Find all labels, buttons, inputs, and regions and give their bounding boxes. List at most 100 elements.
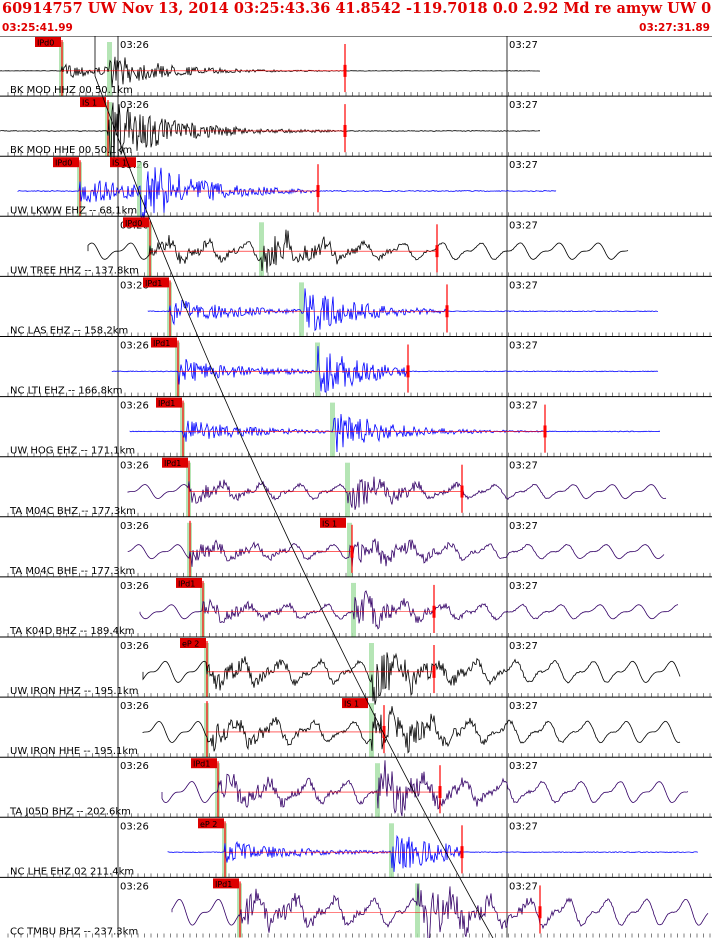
s-pick-band: [369, 703, 374, 758]
station-label: UW IRON HHE -- 195.1km: [10, 746, 138, 757]
time-tick-label: 03:26: [120, 100, 149, 111]
trace-row: 03:26 03:27 IPd0 BK MOD HHZ 00 50.1km: [0, 36, 712, 97]
p-pick-label: IPd1: [153, 339, 170, 348]
p-pick-tag: [162, 457, 188, 468]
coda-end-blob: [382, 725, 386, 738]
coda-end-blob: [460, 846, 464, 859]
time-tick-label: 03:26: [120, 341, 149, 352]
coda-end-blob: [316, 185, 320, 198]
s-pick-band: [351, 582, 356, 637]
time-tick-label: 03:26: [120, 280, 149, 291]
coda-end-blob: [432, 665, 436, 678]
time-tick-label: 03:26: [120, 881, 149, 892]
trace-row: 03:26 03:27 IS 1 UW IRON HHE -- 195.1km: [0, 696, 712, 758]
p-pick-label: eP 2: [200, 820, 217, 829]
p-pick-label: IPd1: [215, 880, 232, 889]
station-label: NC LAS EHZ -- 158.2km: [10, 326, 128, 337]
coda-end-blob: [460, 485, 464, 498]
time-tick-label: 03:27: [509, 461, 538, 472]
station-label: UW TREE HHZ -- 137.8km: [10, 265, 139, 276]
coda-end-blob: [343, 64, 347, 77]
p-pick-tag: [180, 638, 206, 648]
time-tick-label: 03:26: [120, 40, 149, 51]
waveform-trace: [17, 167, 557, 222]
s-pick-band: [137, 162, 142, 217]
time-tick-label: 03:26: [120, 821, 149, 832]
waveform-trace: [171, 883, 709, 938]
s-pick-tag: [342, 698, 368, 709]
coda-end-blob: [343, 124, 347, 137]
trace-row: 03:26 03:27 IPd1 NC LAS EHZ -- 158.2km: [0, 275, 712, 337]
p-pick-label: IPd0: [125, 219, 142, 228]
s-pick-band: [299, 282, 304, 337]
p-pick-tag: [143, 277, 169, 288]
time-tick-label: 03:26: [120, 401, 149, 412]
station-label: TA M04C BHZ -- 177.3km: [9, 506, 136, 517]
trace-row: 03:26 03:27 IPd1 CC TMBU BHZ -- 237.3km: [0, 876, 712, 938]
p-pick-label: IPd1: [178, 579, 195, 588]
coda-end-blob: [406, 365, 410, 378]
s-pick-band: [415, 883, 420, 938]
trace-row: 03:26 03:27 IPd1 TA K04D BHZ -- 189.4km: [0, 576, 712, 637]
p-pick-tag: [156, 397, 182, 408]
p-pick-label: IPd1: [164, 459, 181, 468]
station-label: BK MOD HHE 00 50.1km: [10, 145, 132, 156]
s-pick-band: [259, 222, 264, 277]
trace-row: 03:26 03:27 IPd1 UW HOG EHZ -- 171.1km: [0, 396, 712, 457]
s-pick-band: [375, 763, 380, 818]
time-tick-label: 03:27: [509, 160, 538, 171]
time-tick-label: 03:27: [509, 701, 538, 712]
station-label: TA J05D BHZ -- 202.6km: [9, 806, 131, 817]
station-label: CC TMBU BHZ -- 237.3km: [10, 927, 138, 938]
time-tick-label: 03:26: [120, 701, 149, 712]
time-tick-label: 03:26: [120, 521, 149, 532]
p-pick-label: IPd1: [145, 279, 162, 288]
s-pick-band: [389, 823, 394, 878]
coda-end-blob: [350, 545, 354, 558]
waveform-trace: [127, 476, 667, 510]
time-tick-label: 03:27: [509, 40, 538, 51]
station-label: NC LHE EHZ 02 211.4km: [10, 866, 134, 877]
s-pick-band: [369, 643, 374, 698]
time-tick-label: 03:27: [509, 581, 538, 592]
waveform-trace: [127, 538, 665, 570]
waveform-trace: [111, 346, 659, 393]
waveform-trace: [142, 706, 681, 754]
p-pick-label: eP 2: [182, 640, 199, 649]
station-label: TA M04C BHE -- 177.3km: [9, 566, 135, 577]
window-end-time: 03:27:31.89: [639, 22, 710, 34]
s-pick-label: IS 1: [112, 159, 127, 168]
travel-time-curve: [94, 36, 494, 938]
station-label: UW HOG EHZ -- 171.1km: [10, 446, 135, 457]
p-pick-tag: [191, 758, 217, 769]
coda-end-blob: [435, 245, 439, 258]
coda-end-blob: [538, 906, 542, 919]
coda-end-blob: [445, 305, 449, 318]
waveform-trace: [87, 229, 629, 273]
station-label: UW LKWW EHZ -- 68.1km: [10, 205, 137, 216]
p-pick-label: IPd0: [55, 159, 72, 168]
p-pick-tag: [176, 577, 202, 588]
s-pick-tag: [110, 157, 136, 168]
s-pick-tag: [80, 97, 106, 108]
p-pick-tag: [151, 337, 177, 348]
waveform-trace: [0, 56, 541, 88]
s-pick-label: IS 1: [322, 519, 337, 528]
time-tick-label: 03:27: [509, 280, 538, 291]
time-tick-label: 03:26: [120, 761, 149, 772]
s-pick-label: IS 1: [82, 99, 97, 108]
station-label: UW IRON HHZ -- 195.1km: [10, 686, 138, 697]
event-title: 60914757 UW Nov 13, 2014 03:25:43.36 41.…: [2, 0, 712, 17]
window-start-time: 03:25:41.99: [2, 22, 73, 34]
trace-row: 03:26 03:27 IS 1 TA M04C BHE -- 177.3km: [0, 516, 712, 577]
coda-end-blob: [543, 425, 547, 438]
trace-row: 03:26 03:27 IS 1 BK MOD HHE 00 50.1km: [0, 95, 712, 163]
p-pick-tag: [213, 878, 239, 889]
event-header: 60914757 UW Nov 13, 2014 03:25:43.36 41.…: [0, 0, 712, 36]
p-pick-tag: [198, 818, 224, 829]
s-pick-band: [315, 342, 320, 397]
waveform-trace: [139, 590, 679, 630]
station-label: BK MOD HHZ 00 50.1km: [10, 85, 133, 96]
coda-end-blob: [432, 605, 436, 618]
waveform-trace: [167, 834, 699, 872]
